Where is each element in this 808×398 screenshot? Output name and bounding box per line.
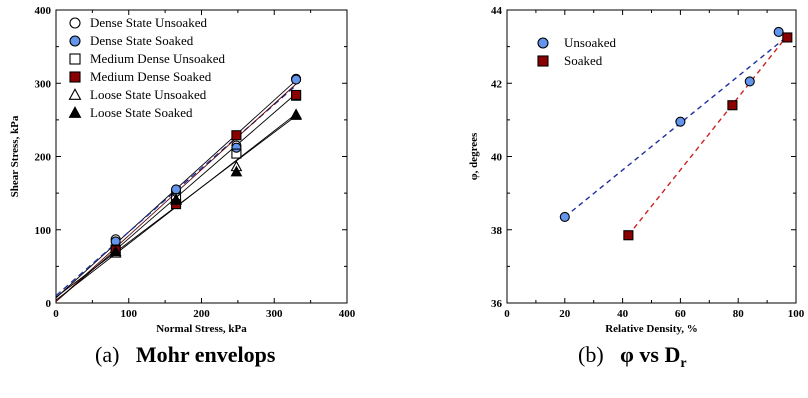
x-tick-label: 100 [121, 308, 138, 320]
x-tick-label: 20 [559, 308, 571, 320]
data-point [231, 148, 242, 159]
data-point [291, 89, 302, 101]
legend-label: Loose State Soaked [90, 105, 193, 120]
legend-marker [537, 55, 549, 67]
legend-marker [69, 53, 81, 65]
caption-a: (a) Mohr envelops [95, 342, 275, 368]
legend-label: Medium Dense Unsoaked [90, 51, 226, 66]
x-tick-label: 60 [675, 308, 687, 320]
x-tick-label: 100 [788, 308, 805, 320]
caption-b: (b) φ vs Dr [578, 342, 687, 372]
caption-b-subscript: r [680, 356, 687, 371]
y-tick-label: 200 [35, 152, 52, 164]
x-tick-label: 200 [193, 308, 210, 320]
legend-marker [69, 17, 81, 29]
legend-label: Unsoaked [564, 35, 616, 50]
legend-label: Dense State Unsoaked [90, 15, 207, 30]
legend-label: Soaked [564, 53, 603, 68]
x-tick-label: 300 [266, 308, 283, 320]
data-point [230, 165, 243, 177]
legend-label: Medium Dense Soaked [90, 69, 212, 84]
data-point [290, 109, 302, 120]
y-tick-label: 44 [491, 5, 503, 17]
x-tick-label: 80 [733, 308, 745, 320]
y-tick-label: 36 [491, 298, 503, 310]
plot-frame [506, 9, 797, 304]
legend-marker [68, 106, 82, 118]
trend-line [564, 36, 787, 218]
x-axis-label: Relative Density, % [605, 323, 698, 335]
x-tick-label: 40 [617, 308, 629, 320]
trend-line [627, 37, 787, 236]
legend-marker [68, 88, 82, 100]
legend-label: Loose State Unsoaked [90, 87, 207, 102]
data-point [109, 245, 122, 257]
caption-a-prefix: (a) [95, 342, 120, 367]
data-point [231, 142, 242, 153]
x-tick-label: 400 [339, 308, 356, 320]
y-tick-label: 300 [35, 78, 52, 90]
y-tick-label: 400 [35, 5, 52, 17]
data-point [744, 76, 755, 87]
x-axis-label: Normal Stress, kPa [156, 323, 247, 335]
data-point [623, 230, 634, 241]
y-tick-label: 38 [491, 225, 503, 237]
data-point [291, 74, 302, 85]
data-point [170, 184, 182, 195]
data-point [773, 26, 784, 38]
data-point [559, 211, 570, 222]
y-axis-label: Shear Stress, kPa [9, 115, 21, 197]
legend-marker [537, 37, 549, 49]
y-tick-label: 42 [491, 78, 503, 90]
chart-phi-vs-relative-density: 0 20 40 60 80 100 36 38 40 42 44 Relative Density, … [468, 5, 805, 335]
y-tick-label: 100 [35, 225, 52, 237]
data-point [727, 100, 738, 111]
data-point [782, 32, 793, 43]
chart-mohr-envelopes: 0 100 200 300 400 0 100 200 300 400 Normal Stress,… [9, 5, 356, 335]
data-point [675, 116, 686, 127]
y-tick-label: 40 [491, 152, 503, 164]
x-tick-label: 0 [504, 308, 510, 320]
caption-a-title: Mohr envelops [135, 342, 276, 367]
x-tick-label: 0 [53, 308, 59, 320]
legend-marker [69, 35, 81, 47]
caption-b-title: φ vs D [620, 342, 681, 367]
legend-marker [69, 71, 81, 83]
legend-label: Dense State Soaked [90, 33, 194, 48]
y-tick-label: 0 [46, 298, 52, 310]
y-axis-label: φ, degrees [468, 132, 480, 180]
caption-b-prefix: (b) [578, 342, 604, 367]
data-point [231, 130, 242, 141]
data-point [170, 194, 182, 205]
